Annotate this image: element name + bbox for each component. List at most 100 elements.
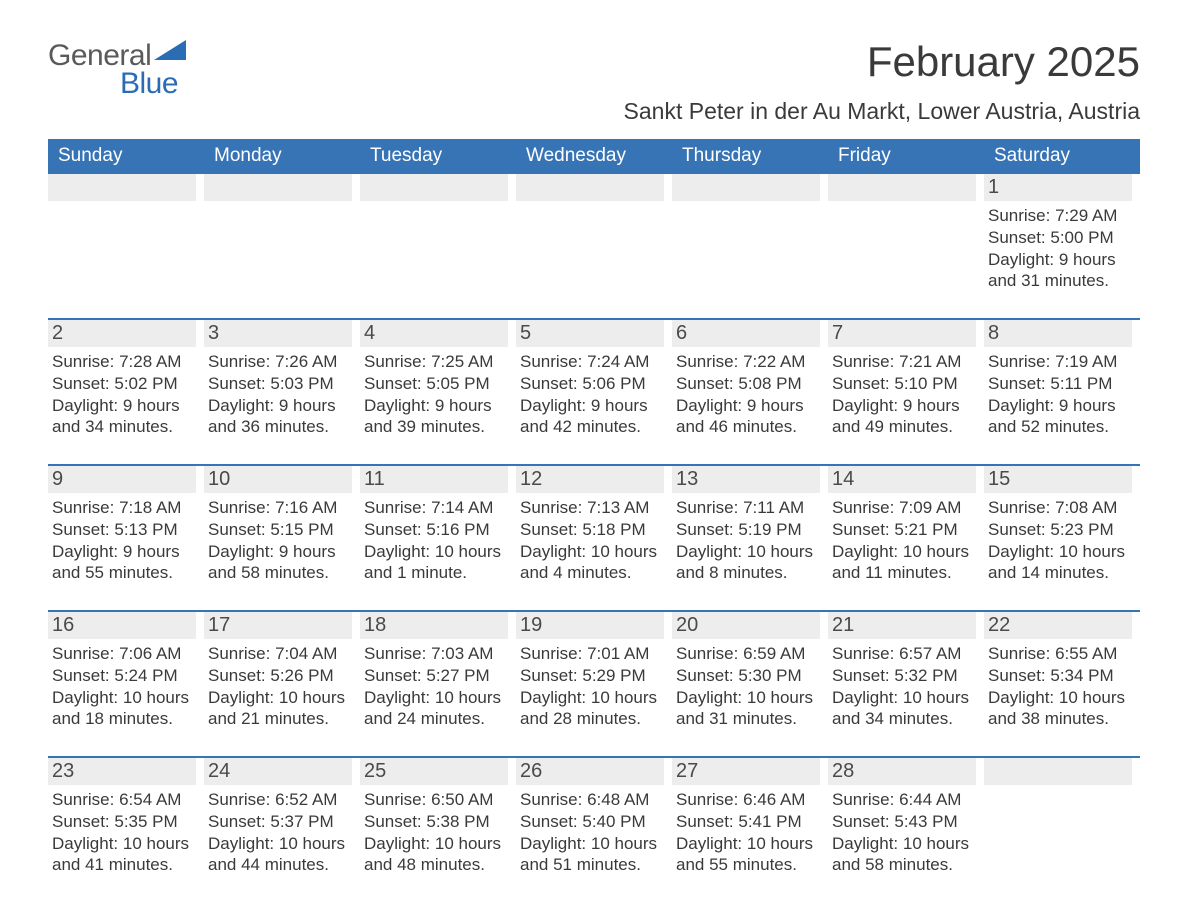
day-number: 5 <box>516 320 664 347</box>
sunrise-text: Sunrise: 7:21 AM <box>832 351 976 373</box>
day-cell <box>360 174 516 300</box>
sunset-text: Sunset: 5:23 PM <box>988 519 1132 541</box>
sunrise-text: Sunrise: 7:09 AM <box>832 497 976 519</box>
day-cell: 24Sunrise: 6:52 AMSunset: 5:37 PMDayligh… <box>204 758 360 884</box>
daylight-text: Daylight: 9 hours and 52 minutes. <box>988 395 1132 439</box>
logo: General Blue <box>48 40 186 101</box>
day-cell <box>516 174 672 300</box>
day-cell: 12 Sunrise: 7:13 AMSunset: 5:18 PMDayligh… <box>516 466 672 592</box>
sunrise-text: Sunrise: 6:46 AM <box>676 789 820 811</box>
daylight-text: Daylight: 10 hours and 58 minutes. <box>832 833 976 877</box>
day-cell: 9Sunrise: 7:18 AMSunset: 5:13 PMDaylight… <box>48 466 204 592</box>
day-cell <box>672 174 828 300</box>
location: Sankt Peter in der Au Markt, Lower Austr… <box>624 98 1140 125</box>
sunrise-text: Sunrise: 7:14 AM <box>364 497 508 519</box>
week-row: 23Sunrise: 6:54 AMSunset: 5:35 PMDayligh… <box>48 756 1140 884</box>
day-body: Sunrise: 6:57 AMSunset: 5:32 PMDaylight:… <box>828 643 976 730</box>
daylight-text: Daylight: 9 hours and 46 minutes. <box>676 395 820 439</box>
day-number: 3 <box>204 320 352 347</box>
sunset-text: Sunset: 5:13 PM <box>52 519 196 541</box>
day-number: 26 <box>516 758 664 785</box>
day-body: Sunrise: 7:01 AMSunset: 5:29 PMDaylight:… <box>516 643 664 730</box>
sunrise-text: Sunrise: 7:19 AM <box>988 351 1132 373</box>
sunrise-text: Sunrise: 6:48 AM <box>520 789 664 811</box>
day-body: Sunrise: 7:18 AMSunset: 5:13 PMDaylight:… <box>48 497 196 584</box>
sunrise-text: Sunrise: 6:50 AM <box>364 789 508 811</box>
daylight-text: Daylight: 9 hours and 42 minutes. <box>520 395 664 439</box>
day-of-week-cell: Tuesday <box>360 139 516 174</box>
sunrise-text: Sunrise: 6:55 AM <box>988 643 1132 665</box>
sunset-text: Sunset: 5:32 PM <box>832 665 976 687</box>
calendar: SundayMondayTuesdayWednesdayThursdayFrid… <box>48 139 1140 884</box>
daylight-text: Daylight: 9 hours and 58 minutes. <box>208 541 352 585</box>
sunrise-text: Sunrise: 7:06 AM <box>52 643 196 665</box>
day-number: 10 <box>204 466 352 493</box>
day-number: 19 <box>516 612 664 639</box>
day-number: 14 <box>828 466 976 493</box>
day-number: 28 <box>828 758 976 785</box>
day-cell: 20Sunrise: 6:59 AMSunset: 5:30 PMDayligh… <box>672 612 828 738</box>
sunrise-text: Sunrise: 6:44 AM <box>832 789 976 811</box>
month-title: February 2025 <box>624 40 1140 84</box>
sunset-text: Sunset: 5:38 PM <box>364 811 508 833</box>
day-cell: 21 Sunrise: 6:57 AMSunset: 5:32 PMDayligh… <box>828 612 984 738</box>
day-cell: 3Sunrise: 7:26 AMSunset: 5:03 PMDaylight… <box>204 320 360 446</box>
day-body: Sunrise: 7:13 AMSunset: 5:18 PMDaylight:… <box>516 497 664 584</box>
day-body: Sunrise: 7:19 AMSunset: 5:11 PMDaylight:… <box>984 351 1132 438</box>
day-of-week-header: SundayMondayTuesdayWednesdayThursdayFrid… <box>48 139 1140 174</box>
day-number: 8 <box>984 320 1132 347</box>
daylight-text: Daylight: 9 hours and 36 minutes. <box>208 395 352 439</box>
day-number: 13 <box>672 466 820 493</box>
day-cell: 1Sunrise: 7:29 AMSunset: 5:00 PMDaylight… <box>984 174 1140 300</box>
daylight-text: Daylight: 10 hours and 4 minutes. <box>520 541 664 585</box>
sunset-text: Sunset: 5:19 PM <box>676 519 820 541</box>
day-number: 7 <box>828 320 976 347</box>
header: General Blue February 2025 Sankt Peter i… <box>48 40 1140 125</box>
sunset-text: Sunset: 5:34 PM <box>988 665 1132 687</box>
day-number: 24 <box>204 758 352 785</box>
day-body: Sunrise: 6:48 AMSunset: 5:40 PMDaylight:… <box>516 789 664 876</box>
day-of-week-cell: Wednesday <box>516 139 672 174</box>
day-number: 16 <box>48 612 196 639</box>
weeks-container: 1Sunrise: 7:29 AMSunset: 5:00 PMDaylight… <box>48 174 1140 884</box>
sunset-text: Sunset: 5:08 PM <box>676 373 820 395</box>
daylight-text: Daylight: 10 hours and 18 minutes. <box>52 687 196 731</box>
sunrise-text: Sunrise: 6:52 AM <box>208 789 352 811</box>
daylight-text: Daylight: 9 hours and 39 minutes. <box>364 395 508 439</box>
day-number <box>672 174 820 201</box>
day-body: Sunrise: 6:46 AMSunset: 5:41 PMDaylight:… <box>672 789 820 876</box>
day-number <box>984 758 1132 785</box>
day-number: 17 <box>204 612 352 639</box>
sunrise-text: Sunrise: 6:54 AM <box>52 789 196 811</box>
daylight-text: Daylight: 10 hours and 34 minutes. <box>832 687 976 731</box>
sunrise-text: Sunrise: 6:59 AM <box>676 643 820 665</box>
day-cell: 23Sunrise: 6:54 AMSunset: 5:35 PMDayligh… <box>48 758 204 884</box>
day-cell: 5Sunrise: 7:24 AMSunset: 5:06 PMDaylight… <box>516 320 672 446</box>
day-of-week-cell: Friday <box>828 139 984 174</box>
day-number: 6 <box>672 320 820 347</box>
sunrise-text: Sunrise: 7:11 AM <box>676 497 820 519</box>
day-number: 22 <box>984 612 1132 639</box>
daylight-text: Daylight: 10 hours and 1 minute. <box>364 541 508 585</box>
day-cell: 10Sunrise: 7:16 AMSunset: 5:15 PMDayligh… <box>204 466 360 592</box>
day-cell <box>48 174 204 300</box>
day-number: 4 <box>360 320 508 347</box>
day-cell: 6 Sunrise: 7:22 AMSunset: 5:08 PMDaylight… <box>672 320 828 446</box>
sunset-text: Sunset: 5:18 PM <box>520 519 664 541</box>
sunset-text: Sunset: 5:21 PM <box>832 519 976 541</box>
day-of-week-cell: Sunday <box>48 139 204 174</box>
day-number <box>828 174 976 201</box>
day-cell: 7Sunrise: 7:21 AMSunset: 5:10 PMDaylight… <box>828 320 984 446</box>
day-number: 12 <box>516 466 664 493</box>
day-body: Sunrise: 7:22 AMSunset: 5:08 PMDaylight:… <box>672 351 820 438</box>
day-number: 21 <box>828 612 976 639</box>
sunrise-text: Sunrise: 7:29 AM <box>988 205 1132 227</box>
sunrise-text: Sunrise: 7:18 AM <box>52 497 196 519</box>
day-cell: 19 Sunrise: 7:01 AMSunset: 5:29 PMDayligh… <box>516 612 672 738</box>
day-number: 1 <box>984 174 1132 201</box>
sunset-text: Sunset: 5:10 PM <box>832 373 976 395</box>
sunset-text: Sunset: 5:37 PM <box>208 811 352 833</box>
day-cell <box>984 758 1140 884</box>
day-cell: 4Sunrise: 7:25 AMSunset: 5:05 PMDaylight… <box>360 320 516 446</box>
day-of-week-cell: Thursday <box>672 139 828 174</box>
